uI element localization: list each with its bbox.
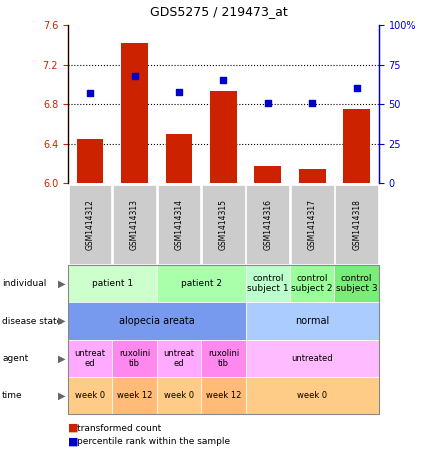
Bar — [210, 92, 237, 183]
Text: ▶: ▶ — [58, 353, 66, 363]
Text: week 0: week 0 — [297, 391, 327, 400]
Text: ▶: ▶ — [58, 316, 66, 326]
Text: ruxolini
tib: ruxolini tib — [208, 349, 239, 368]
Text: GSM1414316: GSM1414316 — [263, 199, 272, 250]
Text: GSM1414318: GSM1414318 — [352, 199, 361, 250]
Text: agent: agent — [2, 354, 28, 363]
Point — [353, 85, 360, 92]
Point — [309, 99, 316, 106]
Text: control
subject 3: control subject 3 — [336, 274, 378, 294]
Text: week 0: week 0 — [164, 391, 194, 400]
Bar — [166, 134, 192, 183]
Point — [176, 88, 183, 95]
Text: percentile rank within the sample: percentile rank within the sample — [77, 437, 230, 446]
Bar — [254, 166, 281, 183]
Text: GSM1414313: GSM1414313 — [130, 199, 139, 250]
Text: transformed count: transformed count — [77, 424, 161, 433]
Text: ▶: ▶ — [58, 279, 66, 289]
Point — [264, 99, 271, 106]
Text: week 12: week 12 — [206, 391, 241, 400]
Point — [87, 90, 94, 97]
Text: disease state: disease state — [2, 317, 63, 326]
Text: ■: ■ — [68, 437, 78, 447]
Text: individual: individual — [2, 279, 46, 288]
Text: normal: normal — [295, 316, 329, 326]
Text: untreat
ed: untreat ed — [74, 349, 106, 368]
Text: GSM1414315: GSM1414315 — [219, 199, 228, 250]
Text: ruxolini
tib: ruxolini tib — [119, 349, 150, 368]
Text: patient 1: patient 1 — [92, 279, 133, 288]
Bar — [299, 169, 325, 183]
Point — [220, 77, 227, 84]
Text: week 0: week 0 — [75, 391, 105, 400]
Text: control
subject 1: control subject 1 — [247, 274, 289, 294]
Text: untreated: untreated — [291, 354, 333, 363]
Point — [131, 72, 138, 79]
Text: GSM1414314: GSM1414314 — [174, 199, 184, 250]
Text: control
subject 2: control subject 2 — [291, 274, 333, 294]
Text: GDS5275 / 219473_at: GDS5275 / 219473_at — [150, 5, 288, 18]
Text: ▶: ▶ — [58, 391, 66, 401]
Text: ■: ■ — [68, 423, 78, 433]
Bar — [77, 139, 103, 183]
Bar — [343, 109, 370, 183]
Bar — [121, 43, 148, 183]
Text: patient 2: patient 2 — [180, 279, 222, 288]
Text: time: time — [2, 391, 23, 400]
Text: GSM1414317: GSM1414317 — [308, 199, 317, 250]
Text: alopecia areata: alopecia areata — [119, 316, 194, 326]
Text: GSM1414312: GSM1414312 — [85, 199, 95, 250]
Text: week 12: week 12 — [117, 391, 152, 400]
Text: untreat
ed: untreat ed — [163, 349, 194, 368]
